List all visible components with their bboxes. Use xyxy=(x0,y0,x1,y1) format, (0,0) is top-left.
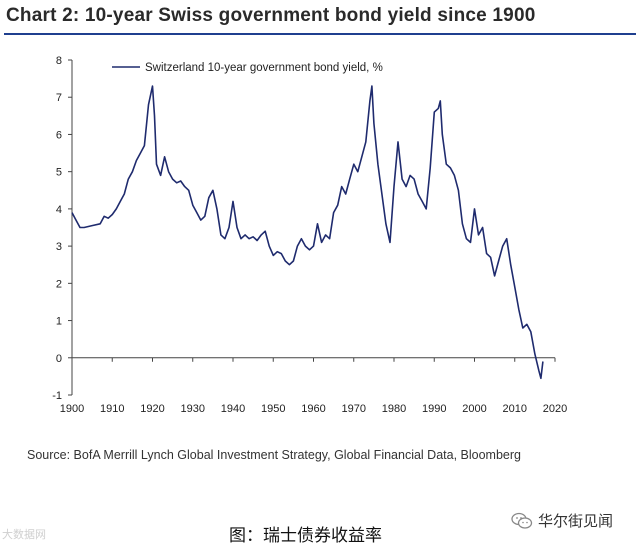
y-tick-label: -1 xyxy=(52,390,62,402)
image-caption: 图：瑞士债券收益率 xyxy=(229,526,382,545)
x-tick-label: 1950 xyxy=(261,403,285,415)
x-tick-label: 1910 xyxy=(100,403,124,415)
x-tick-label: 1990 xyxy=(422,403,446,415)
x-tick-label: 1930 xyxy=(181,403,205,415)
series-line xyxy=(71,85,544,380)
y-tick-label: 0 xyxy=(56,353,62,365)
legend-label: Switzerland 10-year government bond yiel… xyxy=(145,62,383,74)
x-tick-label: 1960 xyxy=(301,403,325,415)
title-underline xyxy=(4,33,636,35)
y-tick-label: 8 xyxy=(56,55,62,67)
y-tick-label: 3 xyxy=(56,241,62,253)
x-tick-label: 1940 xyxy=(221,403,245,415)
brand-name: 华尔街见闻 xyxy=(538,513,614,530)
x-tick-label: 1980 xyxy=(382,403,406,415)
watermark-text: 大数据网 xyxy=(2,529,46,541)
x-tick-label: 2010 xyxy=(503,403,527,415)
line-chart: -1 0 1 2 3 4 5 6 7 8 1900 1910 1920 1930 1940 1950 1960 1… xyxy=(52,55,567,415)
brand-logo: 华尔街见闻 xyxy=(511,510,613,531)
y-tick-label: 4 xyxy=(56,204,62,216)
chart-title: Chart 2: 10-year Swiss government bond y… xyxy=(6,5,536,26)
y-tick-label: 5 xyxy=(56,167,62,179)
y-tick-label: 7 xyxy=(56,92,62,104)
y-tick-label: 1 xyxy=(56,316,62,328)
x-tick-label: 1920 xyxy=(140,403,164,415)
y-tick-label: 2 xyxy=(56,278,62,290)
x-tick-label: 2020 xyxy=(543,403,567,415)
x-tick-label: 2000 xyxy=(462,403,486,415)
wechat-icon xyxy=(511,512,533,529)
source-note: Source: BofA Merrill Lynch Global Invest… xyxy=(27,448,521,462)
x-tick-label: 1970 xyxy=(342,403,366,415)
y-tick-label: 6 xyxy=(56,129,62,141)
x-tick-label: 1900 xyxy=(60,403,84,415)
